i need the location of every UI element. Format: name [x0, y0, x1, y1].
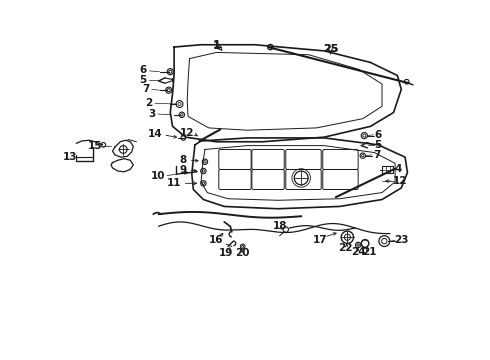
- Text: 25: 25: [323, 44, 338, 54]
- Text: 25: 25: [323, 44, 338, 54]
- Text: 15: 15: [88, 141, 102, 151]
- Text: 12: 12: [392, 176, 407, 186]
- Text: 20: 20: [235, 248, 249, 258]
- Text: 6: 6: [374, 130, 382, 140]
- Text: 21: 21: [362, 247, 376, 257]
- Text: 14: 14: [147, 129, 162, 139]
- Text: 1: 1: [213, 40, 220, 50]
- Text: 11: 11: [167, 178, 181, 188]
- Text: 2: 2: [145, 98, 152, 108]
- Text: 7: 7: [373, 150, 380, 160]
- Text: 10: 10: [151, 171, 165, 181]
- Text: 5: 5: [139, 75, 146, 85]
- Text: 12: 12: [180, 127, 195, 138]
- Text: 1: 1: [213, 41, 220, 51]
- Text: 4: 4: [394, 165, 402, 175]
- Text: 18: 18: [272, 221, 287, 231]
- Text: 19: 19: [220, 248, 234, 258]
- Text: 23: 23: [394, 235, 409, 245]
- Text: 13: 13: [63, 152, 77, 162]
- Text: 8: 8: [180, 155, 187, 165]
- Text: 24: 24: [351, 247, 366, 257]
- Text: 17: 17: [313, 235, 328, 244]
- Text: 6: 6: [140, 65, 147, 75]
- Text: 3: 3: [148, 109, 155, 119]
- Text: 9: 9: [180, 165, 187, 175]
- Text: 16: 16: [209, 235, 224, 244]
- Text: 22: 22: [339, 243, 353, 253]
- Text: 5: 5: [374, 140, 382, 150]
- Text: 7: 7: [142, 84, 149, 94]
